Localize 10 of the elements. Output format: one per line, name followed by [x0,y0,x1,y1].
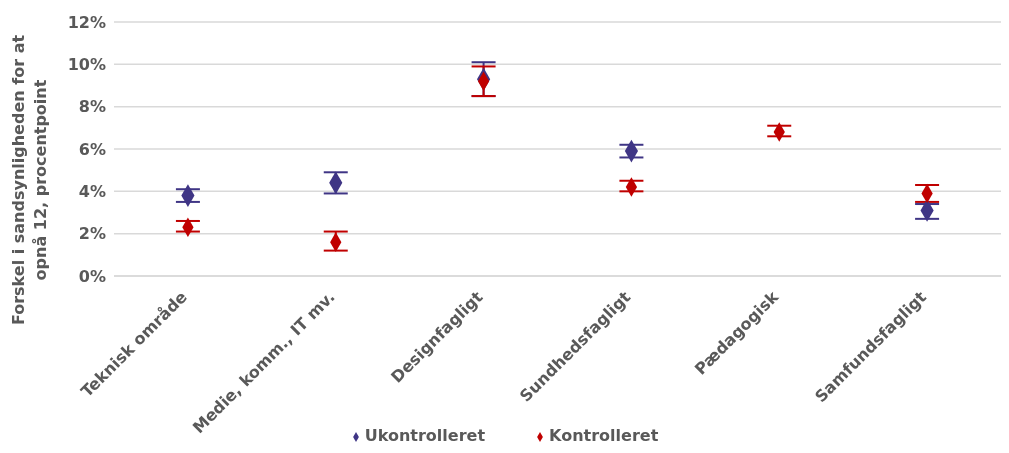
y-tick-label: 4% [78,182,106,202]
y-tick-label: 8% [78,97,106,117]
y-tick-label: 0% [78,266,106,286]
legend-label: Ukontrolleret [364,426,486,445]
legend-label: Kontrolleret [549,426,659,445]
y-tick-label: 2% [78,224,106,244]
y-axis-title: Forskel i sandsynligheden for at opnå 12, procentpoint [8,33,51,328]
y-tick-label: 6% [78,139,106,159]
y-tick-label: 10% [67,55,106,75]
y-tick-label: 12% [67,12,106,32]
